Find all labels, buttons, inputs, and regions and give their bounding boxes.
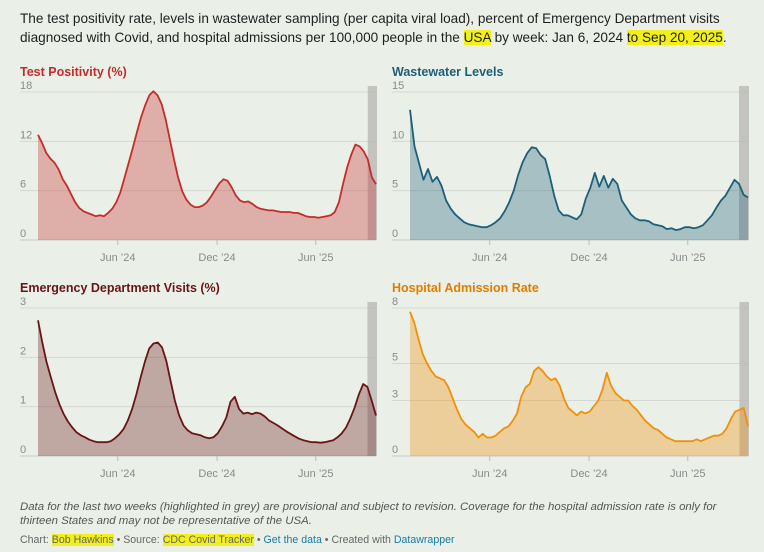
wastewater-x-tick: Jun ’24 xyxy=(472,252,507,264)
wastewater-area xyxy=(410,109,748,240)
created-separator: • Created with xyxy=(321,534,394,546)
source-name: CDC Covid Tracker xyxy=(162,534,254,546)
ed-visits-x-tick: Jun ’25 xyxy=(298,468,333,480)
wastewater-title: Wastewater Levels xyxy=(392,65,504,79)
ed-visits-area xyxy=(38,320,376,456)
get-data-link[interactable]: Get the data xyxy=(263,534,322,546)
test-positivity-x-tick: Dec ’24 xyxy=(198,252,235,264)
country-highlight: USA xyxy=(463,30,491,45)
byline: Chart: Bob Hawkins • Source: CDC Covid T… xyxy=(20,534,748,546)
ed-visits-y-tick: 2 xyxy=(20,345,26,357)
ed-visits-x-tick: Dec ’24 xyxy=(198,468,235,480)
intro-text-middle: by week: Jan 6, 2024 xyxy=(490,30,627,45)
wastewater-y-tick: 15 xyxy=(392,80,404,92)
wastewater-y-tick: 10 xyxy=(392,129,404,141)
wastewater-y-tick: 0 xyxy=(392,228,398,240)
wastewater-chart: 0 5 10 15 Jun ’24 Dec ’24 Jun ’25 xyxy=(392,80,749,264)
chart-description: The test positivity rate, levels in wast… xyxy=(20,9,748,47)
hospital-y-tick: 0 xyxy=(392,444,398,456)
ed-visits-provisional-band xyxy=(367,302,377,456)
ed-visits-y-tick: 3 xyxy=(20,296,26,308)
hospital-y-tick: 8 xyxy=(392,296,398,308)
wastewater-provisional-band xyxy=(738,86,749,240)
test-positivity-provisional-band xyxy=(367,86,377,240)
hospital-y-tick: 5 xyxy=(392,352,398,364)
hospital-area xyxy=(410,311,748,456)
test-positivity-area xyxy=(38,91,376,240)
ed-visits-y-tick: 1 xyxy=(20,395,26,407)
hospital-x-tick: Dec ’24 xyxy=(570,468,607,480)
intro-text-after: . xyxy=(722,30,727,45)
ed-visits-chart: 0 1 2 3 Jun ’24 Dec ’24 Jun ’25 xyxy=(20,296,377,480)
footnote: Data for the last two weeks (highlighted… xyxy=(20,501,717,527)
ed-visits-x-tick: Jun ’24 xyxy=(100,468,135,480)
link-separator: • xyxy=(253,534,264,546)
wastewater-x-tick: Jun ’25 xyxy=(670,252,705,264)
wastewater-y-tick: 5 xyxy=(392,179,398,191)
test-positivity-title: Test Positivity (%) xyxy=(20,65,127,79)
hospital-x-tick: Jun ’24 xyxy=(472,468,507,480)
test-positivity-y-tick: 18 xyxy=(20,80,32,92)
ed-visits-title: Emergency Department Visits (%) xyxy=(20,281,220,295)
hospital-y-tick: 3 xyxy=(392,389,398,401)
hospital-provisional-band xyxy=(739,302,749,456)
intro-text-before: The test positivity rate, levels in wast… xyxy=(20,11,720,45)
test-positivity-y-tick: 6 xyxy=(20,179,26,191)
date-range-highlight: to Sep 20, 2025 xyxy=(626,30,723,45)
chart-label: Chart: xyxy=(20,534,52,546)
test-positivity-line xyxy=(37,90,377,219)
hospital-line xyxy=(409,311,749,443)
hospital-title: Hospital Admission Rate xyxy=(392,281,539,295)
datawrapper-link[interactable]: Datawrapper xyxy=(393,534,455,546)
ed-visits-y-tick: 0 xyxy=(20,444,26,456)
test-positivity-y-tick: 12 xyxy=(20,129,32,141)
test-positivity-x-tick: Jun ’24 xyxy=(100,252,135,264)
test-positivity-x-tick: Jun ’25 xyxy=(298,252,333,264)
test-positivity-chart: 0 6 12 18 Jun ’24 Dec ’24 Jun ’25 xyxy=(20,80,377,264)
ed-visits-line xyxy=(37,320,377,444)
author-name: Bob Hawkins xyxy=(51,534,114,546)
hospital-x-tick: Jun ’25 xyxy=(670,468,705,480)
wastewater-x-tick: Dec ’24 xyxy=(570,252,607,264)
source-separator: • Source: xyxy=(113,534,163,546)
test-positivity-y-tick: 0 xyxy=(20,228,26,240)
hospital-chart: 0 3 5 8 Jun ’24 Dec ’24 Jun ’25 xyxy=(392,296,749,480)
wastewater-line xyxy=(409,109,749,231)
